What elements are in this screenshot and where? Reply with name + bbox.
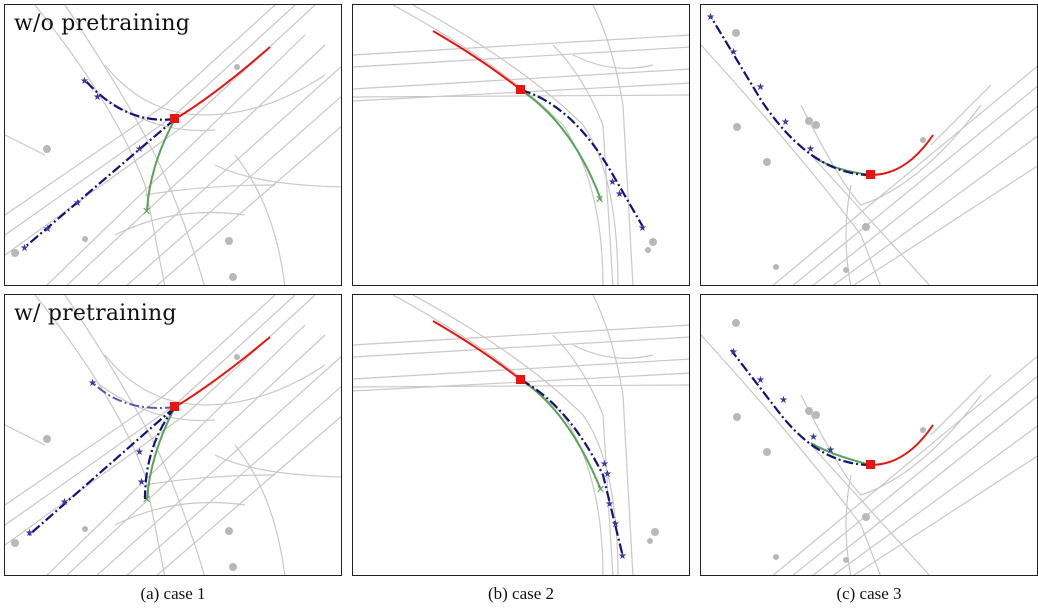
prediction-star-markers: ★★★: [608, 177, 647, 234]
scene-case2-bottom: ✕ ★★★ ★★: [353, 295, 689, 575]
map-lanes: [701, 44, 1037, 285]
history-trajectory: [870, 424, 934, 466]
svg-text:★: ★: [80, 76, 89, 87]
svg-text:★: ★: [809, 432, 818, 443]
agents: [645, 238, 657, 253]
svg-text:★: ★: [20, 243, 29, 254]
panel-case3-without-pretraining: ★ ★ ★ ★ ★: [700, 4, 1038, 286]
svg-text:★: ★: [779, 395, 788, 406]
history-trajectory: [432, 320, 522, 381]
panel-case2-without-pretraining: ✕ ★ ★ ★: [352, 4, 690, 286]
ground-truth-trajectory: [520, 89, 602, 201]
panel-case3-with-pretraining: ★ ★ ★ ★ ★: [700, 294, 1038, 576]
prediction-mode-2: [24, 118, 176, 248]
map-lanes: [353, 295, 689, 575]
prediction-mode-1: [520, 379, 625, 558]
current-position-marker: [170, 114, 179, 123]
svg-text:★: ★: [729, 347, 738, 358]
svg-text:★: ★: [600, 459, 609, 470]
row-label-without-pretraining: w/o pretraining: [14, 11, 191, 36]
ground-truth-endpoint: ✕: [142, 205, 151, 218]
panel-case1-with-pretraining: ✕ ★ ★ ★ ★ ★ w/ pretraining: [4, 294, 342, 576]
ground-truth-endpoint: ✕: [596, 483, 605, 496]
svg-text:★: ★: [729, 47, 738, 58]
panel-case2-with-pretraining: ✕ ★ ★ ★ ★ ★: [352, 294, 690, 576]
svg-text:★: ★: [88, 378, 97, 389]
row-label-with-pretraining: w/ pretraining: [14, 301, 177, 326]
svg-text:★: ★: [781, 117, 790, 128]
svg-text:★: ★: [618, 551, 627, 562]
history-trajectory: [174, 336, 271, 408]
prediction-star-markers: ★ ★ ★ ★ ★: [25, 378, 146, 539]
agents: [11, 64, 240, 281]
current-position-marker: [516, 375, 525, 384]
agents: [732, 29, 926, 273]
svg-text:★: ★: [706, 12, 715, 23]
prediction-mode-2: [28, 406, 176, 536]
panel-case1-without-pretraining: ✕ ★ ★ ★ ★ ★ ★ w/o pretraining: [4, 4, 342, 286]
current-position-marker: [866, 460, 875, 469]
map-lanes: [701, 334, 1037, 575]
svg-text:★: ★: [611, 519, 620, 530]
agents: [11, 354, 240, 571]
prediction-star-markers: ★ ★ ★ ★ ★ ★: [20, 76, 144, 254]
map-lanes: [5, 5, 341, 285]
svg-text:★: ★: [756, 82, 765, 93]
svg-text:★: ★: [605, 499, 614, 510]
map-lanes: [5, 295, 341, 575]
ground-truth-trajectory: [146, 118, 176, 211]
prediction-star-markers: ★ ★ ★ ★ ★: [706, 12, 815, 155]
caption-case-3: (c) case 3: [836, 584, 902, 603]
svg-text:★: ★: [137, 477, 146, 488]
svg-text:★: ★: [93, 92, 102, 103]
prediction-mode-1: [92, 382, 176, 409]
svg-text:★: ★: [756, 375, 765, 386]
prediction-star-markers: ★ ★ ★ ★ ★: [729, 347, 835, 456]
caption-case-2: (b) case 2: [487, 584, 555, 603]
ground-truth-endpoint: ✕: [142, 493, 151, 506]
svg-text:★: ★: [135, 144, 144, 155]
map-lanes: [353, 5, 689, 285]
caption-case-1: (a) case 1: [140, 584, 206, 603]
svg-text:★: ★: [615, 189, 624, 200]
agents: [732, 319, 926, 563]
scene-case1-bottom: ✕ ★ ★ ★ ★ ★: [5, 295, 341, 575]
svg-text:★: ★: [608, 177, 617, 188]
svg-text:★: ★: [603, 469, 612, 480]
prediction-mode-1: [730, 349, 872, 467]
ground-truth-trajectory: [810, 442, 872, 466]
svg-text:★: ★: [25, 528, 34, 539]
prediction-mode-1: [710, 16, 872, 177]
history-trajectory: [432, 30, 522, 91]
scene-case3-top: ★ ★ ★ ★ ★: [701, 12, 1037, 285]
scene-case3-bottom: ★ ★ ★ ★ ★: [701, 319, 1037, 575]
scene-case1-top: ✕ ★ ★ ★ ★ ★ ★: [5, 5, 341, 285]
ground-truth-endpoint: ✕: [595, 193, 604, 206]
svg-text:★: ★: [806, 144, 815, 155]
prediction-star-markers: ★★★ ★★: [600, 459, 627, 562]
svg-text:★: ★: [638, 223, 647, 234]
svg-text:★: ★: [826, 445, 835, 456]
svg-text:★: ★: [73, 198, 82, 209]
svg-text:★: ★: [135, 447, 144, 458]
current-position-marker: [866, 170, 875, 179]
ground-truth-trajectory: [146, 406, 176, 501]
prediction-mode-1: [520, 88, 644, 228]
current-position-marker: [516, 85, 525, 94]
agents: [647, 528, 659, 544]
current-position-marker: [170, 402, 179, 411]
ground-truth-trajectory: [520, 379, 602, 491]
history-trajectory: [870, 134, 934, 176]
svg-text:★: ★: [43, 224, 52, 235]
history-trajectory: [174, 46, 271, 120]
scene-case2-top: ✕ ★★★: [353, 5, 689, 285]
svg-text:★: ★: [60, 497, 69, 508]
